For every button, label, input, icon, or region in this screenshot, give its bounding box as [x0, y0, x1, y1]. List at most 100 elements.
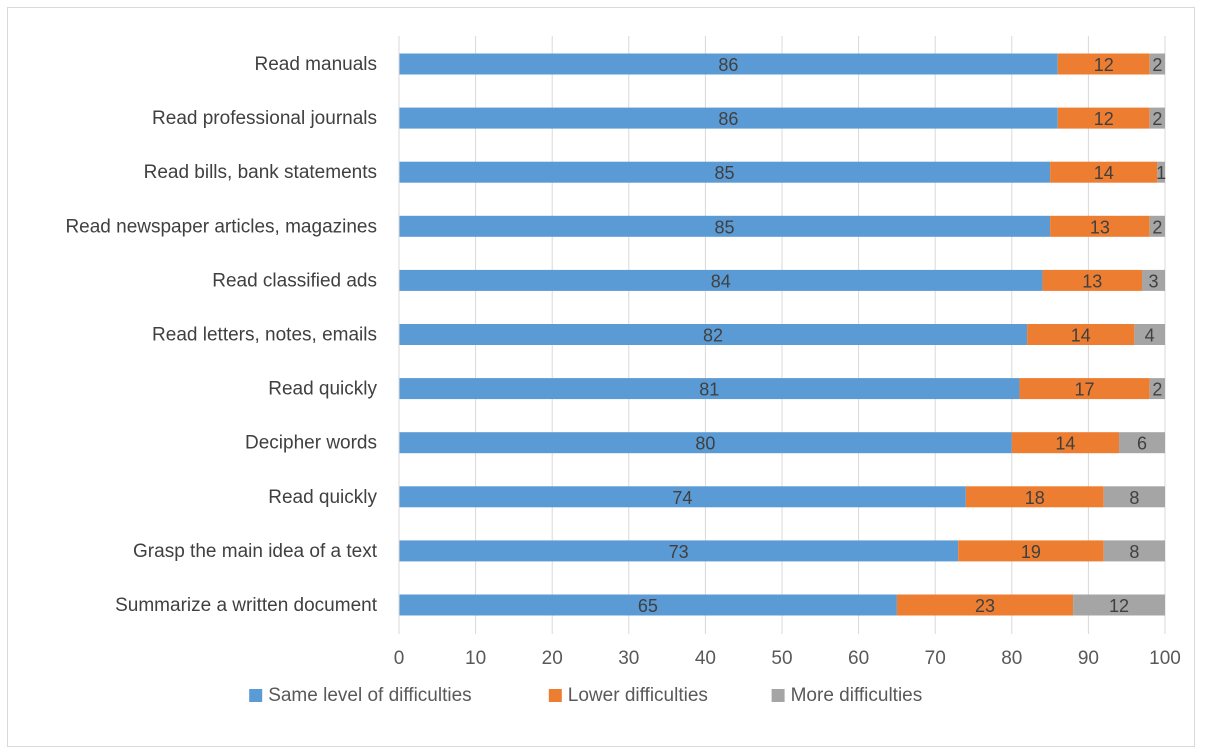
legend: Same level of difficulties Lower difficul…	[249, 685, 922, 706]
data-label-same-level-of-difficulties-6: 81	[699, 380, 719, 400]
category-label-4: Read classified ads	[212, 270, 377, 291]
data-label-more-difficulties-10: 12	[1109, 596, 1129, 616]
bar-more-difficulties-0	[1149, 53, 1165, 75]
data-label-same-level-of-difficulties-7: 80	[695, 434, 715, 454]
data-label-lower-difficulties-8: 18	[1025, 488, 1045, 508]
bars	[399, 53, 1165, 616]
data-label-more-difficulties-4: 3	[1149, 271, 1159, 291]
x-tick-label-20: 20	[542, 648, 563, 669]
category-label-7: Decipher words	[245, 433, 377, 454]
bar-same-level-of-difficulties-0	[399, 53, 1058, 75]
bar-lower-difficulties-4	[1042, 269, 1143, 291]
x-tick-label-10: 10	[465, 648, 486, 669]
data-label-lower-difficulties-10: 23	[975, 596, 995, 616]
data-label-lower-difficulties-2: 14	[1094, 163, 1114, 183]
category-label-9: Grasp the main idea of a text	[133, 541, 378, 562]
bar-lower-difficulties-3	[1050, 215, 1150, 237]
data-label-more-difficulties-0: 2	[1152, 55, 1162, 75]
data-label-more-difficulties-1: 2	[1152, 109, 1162, 129]
legend-swatch-same-level-of-difficulties	[249, 689, 263, 702]
axes: 0 10 20 30 40 50 60 70 80 90 100	[394, 36, 1181, 669]
stacked-bar-chart: 0 10 20 30 40 50 60 70 80 90 100 Read manuals 86 12 2…	[65, 36, 1181, 706]
bar-more-difficulties-4	[1142, 269, 1165, 291]
data-label-lower-difficulties-1: 12	[1094, 109, 1114, 129]
bar-same-level-of-difficulties-8	[399, 486, 966, 508]
x-tick-label-100: 100	[1149, 648, 1181, 669]
data-label-lower-difficulties-0: 12	[1094, 55, 1114, 75]
data-label-lower-difficulties-3: 13	[1090, 217, 1110, 237]
legend-swatch-more-difficulties	[771, 689, 785, 702]
bar-more-difficulties-10	[1073, 594, 1165, 616]
category-label-0: Read manuals	[254, 54, 377, 75]
data-label-lower-difficulties-4: 13	[1082, 271, 1102, 291]
data-label-same-level-of-difficulties-8: 74	[672, 488, 692, 508]
bar-same-level-of-difficulties-2	[399, 161, 1051, 183]
bar-lower-difficulties-2	[1050, 161, 1158, 183]
category-label-6: Read quickly	[268, 379, 377, 400]
x-tick-label-0: 0	[394, 648, 405, 669]
data-label-same-level-of-difficulties-9: 73	[669, 542, 689, 562]
data-label-same-level-of-difficulties-5: 82	[703, 326, 723, 346]
bar-lower-difficulties-10	[896, 594, 1074, 616]
category-label-3: Read newspaper articles, magazines	[65, 216, 377, 237]
data-label-same-level-of-difficulties-3: 85	[715, 217, 735, 237]
data-label-same-level-of-difficulties-1: 86	[718, 109, 738, 129]
category-label-8: Read quickly	[268, 487, 377, 508]
x-tick-label-40: 40	[695, 648, 716, 669]
data-label-more-difficulties-5: 4	[1145, 326, 1155, 346]
data-label-same-level-of-difficulties-0: 86	[718, 55, 738, 75]
bar-same-level-of-difficulties-9	[399, 540, 959, 562]
data-label-lower-difficulties-7: 14	[1055, 434, 1075, 454]
x-tick-label-30: 30	[618, 648, 639, 669]
bar-more-difficulties-3	[1149, 215, 1165, 237]
bar-lower-difficulties-0	[1057, 53, 1150, 75]
bar-same-level-of-difficulties-5	[399, 324, 1028, 345]
data-label-same-level-of-difficulties-2: 85	[715, 163, 735, 183]
category-label-5: Read letters, notes, emails	[152, 325, 377, 346]
data-label-same-level-of-difficulties-4: 84	[711, 271, 731, 291]
bar-more-difficulties-6	[1149, 378, 1165, 400]
bar-lower-difficulties-6	[1019, 378, 1150, 400]
x-tick-label-60: 60	[848, 648, 869, 669]
category-label-10: Summarize a written document	[115, 595, 378, 616]
bar-more-difficulties-7	[1119, 432, 1165, 454]
legend-label-same-level-of-difficulties: Same level of difficulties	[268, 685, 471, 706]
bar-more-difficulties-9	[1103, 540, 1165, 562]
legend-label-more-difficulties: More difficulties	[791, 685, 923, 706]
data-label-lower-difficulties-5: 14	[1071, 326, 1091, 346]
bar-same-level-of-difficulties-1	[399, 107, 1058, 129]
bar-more-difficulties-8	[1103, 486, 1165, 508]
x-tick-label-70: 70	[925, 648, 946, 669]
bar-lower-difficulties-7	[1011, 432, 1120, 454]
data-label-more-difficulties-7: 6	[1137, 434, 1147, 454]
bar-more-difficulties-5	[1134, 324, 1165, 345]
data-label-lower-difficulties-9: 19	[1021, 542, 1041, 562]
legend-swatch-lower-difficulties	[548, 689, 562, 702]
legend-label-lower-difficulties: Lower difficulties	[568, 685, 708, 706]
category-label-1: Read professional journals	[152, 108, 377, 129]
x-tick-label-50: 50	[771, 648, 792, 669]
category-label-2: Read bills, bank statements	[144, 162, 377, 183]
bar-same-level-of-difficulties-10	[399, 594, 897, 616]
bar-more-difficulties-1	[1149, 107, 1165, 129]
x-tick-label-80: 80	[1001, 648, 1022, 669]
data-label-more-difficulties-3: 2	[1152, 217, 1162, 237]
bar-lower-difficulties-1	[1057, 107, 1150, 129]
data-label-lower-difficulties-6: 17	[1075, 380, 1095, 400]
chart-frame: 0 10 20 30 40 50 60 70 80 90 100 Read manuals 86 12 2…	[7, 7, 1195, 747]
bar-more-difficulties-2	[1157, 161, 1165, 183]
x-tick-label-90: 90	[1078, 648, 1099, 669]
data-label-more-difficulties-9: 8	[1129, 542, 1139, 562]
data-label-more-difficulties-2: 1	[1156, 163, 1166, 183]
bar-same-level-of-difficulties-7	[399, 432, 1012, 454]
bar-lower-difficulties-8	[965, 486, 1104, 508]
bar-lower-difficulties-5	[1027, 324, 1135, 345]
data-label-more-difficulties-6: 2	[1152, 380, 1162, 400]
data-label-same-level-of-difficulties-10: 65	[638, 596, 658, 616]
bar-same-level-of-difficulties-6	[399, 378, 1020, 400]
data-label-more-difficulties-8: 8	[1129, 488, 1139, 508]
bar-lower-difficulties-9	[958, 540, 1104, 562]
bar-same-level-of-difficulties-4	[399, 269, 1043, 291]
bar-same-level-of-difficulties-3	[399, 215, 1051, 237]
